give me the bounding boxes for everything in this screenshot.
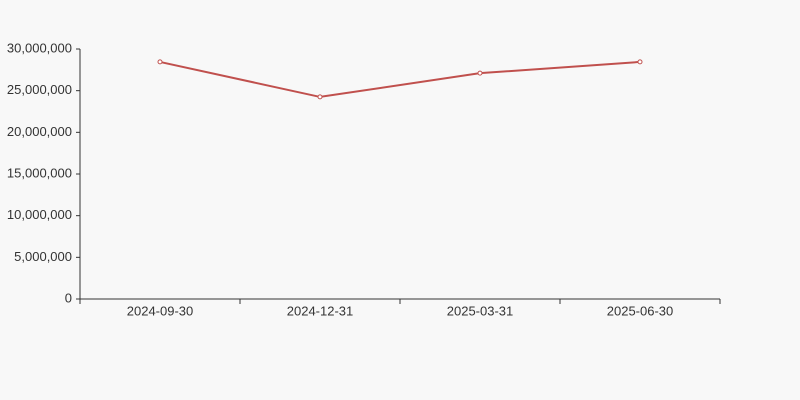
point: [637, 59, 643, 65]
x-tick-label: 2025-06-30: [607, 303, 674, 318]
point: [157, 59, 163, 65]
x-tick-label: 2024-12-31: [287, 303, 354, 318]
line: [159, 60, 641, 98]
y-tick-label: 15,000,000: [7, 165, 72, 180]
y-tick-label: 5,000,000: [14, 249, 72, 264]
point: [477, 70, 483, 76]
y-tick-label: 0: [65, 290, 72, 305]
y-tick-label: 10,000,000: [7, 207, 72, 222]
point: [317, 94, 323, 100]
y-tick-label: 25,000,000: [7, 82, 72, 97]
x-tick-label: 2025-03-31: [447, 303, 514, 318]
y-tick-label: 30,000,000: [7, 40, 72, 55]
x-tick-label: 2024-09-30: [127, 303, 194, 318]
y-tick-label: 20,000,000: [7, 124, 72, 139]
